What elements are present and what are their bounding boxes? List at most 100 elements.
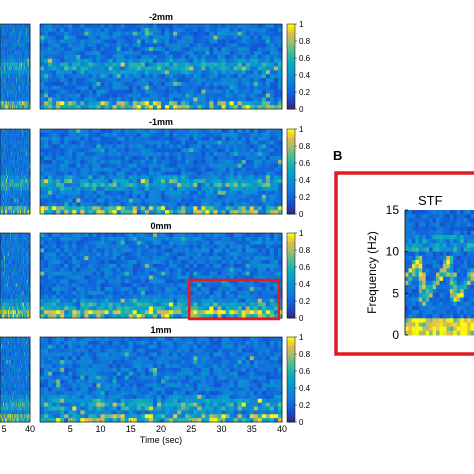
heatmap-cell <box>173 156 178 161</box>
heatmap-cell <box>44 39 49 44</box>
heatmap-cell <box>144 159 150 165</box>
heatmap-cell <box>189 159 194 165</box>
heatmap-cell <box>257 78 263 83</box>
heatmap-cell <box>112 163 118 169</box>
colorbar-tick-label: 0 <box>299 105 304 114</box>
heatmap-cell <box>128 159 134 165</box>
heatmap-cell <box>132 132 138 138</box>
heatmap-cell <box>213 74 218 79</box>
heatmap-cell <box>221 163 227 169</box>
heatmap-cell <box>132 171 138 176</box>
heatmap-cell <box>128 140 134 145</box>
heatmap-cell <box>217 39 222 44</box>
heatmap-cell <box>60 190 65 196</box>
heatmap-cell <box>173 93 178 98</box>
heatmap-cell <box>76 148 81 153</box>
heatmap-cell <box>132 62 138 67</box>
heatmap-cell <box>136 97 142 102</box>
heatmap-cell <box>80 66 85 71</box>
heatmap-cell <box>173 97 178 102</box>
heatmap-cell <box>44 156 49 161</box>
heatmap-cell <box>185 58 190 64</box>
heatmap-cell <box>124 93 130 98</box>
heatmap-cell <box>124 129 130 134</box>
heatmap-cell <box>144 148 150 153</box>
heatmap-cell <box>225 167 231 172</box>
heatmap-cell <box>181 171 186 176</box>
heatmap-cell <box>277 43 283 48</box>
heatmap-cell <box>169 74 174 79</box>
heatmap-cell <box>120 35 126 40</box>
heatmap-cell <box>201 186 206 192</box>
heatmap-cell <box>165 163 170 169</box>
heatmap-cell <box>60 144 65 149</box>
heatmap-cell <box>205 163 210 169</box>
heatmap-cell <box>156 132 162 138</box>
heatmap-cell <box>108 171 114 176</box>
heatmap-cell <box>92 70 97 75</box>
heatmap-cell <box>40 85 45 91</box>
heatmap-cell <box>241 47 247 52</box>
heatmap-cell <box>152 74 158 79</box>
heatmap-cell <box>177 179 182 184</box>
heatmap-cell <box>140 129 146 134</box>
heatmap-cell <box>277 27 283 33</box>
heatmap-cell <box>156 54 162 60</box>
heatmap-cell <box>64 78 69 83</box>
heatmap-cell <box>189 27 194 33</box>
heatmap-cell <box>197 39 202 44</box>
heatmap-cell <box>173 101 178 106</box>
heatmap-cell <box>165 85 170 91</box>
heatmap-cell <box>229 89 235 95</box>
heatmap-cell <box>48 140 53 145</box>
heatmap-cell <box>44 47 49 52</box>
heatmap-cell <box>193 47 198 52</box>
heatmap-cell <box>269 136 275 142</box>
heatmap-cell <box>140 144 146 149</box>
heatmap-cell <box>104 74 110 79</box>
heatmap-cell <box>136 93 142 98</box>
heatmap-cell <box>245 129 251 134</box>
heatmap-cell <box>148 81 154 87</box>
heatmap-cell <box>189 54 194 60</box>
heatmap-cell <box>169 105 174 110</box>
heatmap-cell <box>52 148 57 153</box>
heatmap-cell <box>253 132 259 138</box>
heatmap-cell <box>169 51 174 56</box>
heatmap-cell <box>88 58 93 64</box>
heatmap-cell <box>128 78 134 83</box>
heatmap-cell <box>161 47 166 52</box>
heatmap-cell <box>253 74 259 79</box>
heatmap-cell <box>237 159 243 165</box>
heatmap-cell <box>44 144 49 149</box>
heatmap-cell <box>128 51 134 56</box>
heatmap-cell <box>169 81 174 87</box>
heatmap-cell <box>209 39 214 44</box>
heatmap-cell <box>48 35 53 40</box>
heatmap-cell <box>185 159 190 165</box>
heatmap-cell <box>169 43 174 48</box>
heatmap-cell <box>92 129 97 134</box>
heatmap-cell <box>197 129 202 134</box>
heatmap-cell <box>104 27 110 33</box>
heatmap-cell <box>52 136 57 142</box>
heatmap-cell <box>60 97 65 102</box>
heatmap-cell <box>249 167 255 172</box>
heatmap-cell <box>116 47 122 52</box>
heatmap-cell <box>233 66 239 71</box>
heatmap-cell <box>100 89 106 95</box>
heatmap-cell <box>80 51 85 56</box>
heatmap-cell <box>76 62 81 67</box>
heatmap-cell <box>156 156 162 161</box>
heatmap-cell <box>72 47 77 52</box>
heatmap-cell <box>277 35 283 40</box>
heatmap-cell <box>84 190 89 196</box>
heatmap-cell <box>68 186 73 192</box>
heatmap-cell <box>64 136 69 142</box>
heatmap-cell <box>205 152 210 157</box>
heatmap-cell <box>144 27 150 33</box>
heatmap-cell <box>84 58 89 64</box>
heatmap-cell <box>76 152 81 157</box>
heatmap-cell <box>241 105 247 110</box>
heatmap-cell <box>96 24 101 29</box>
